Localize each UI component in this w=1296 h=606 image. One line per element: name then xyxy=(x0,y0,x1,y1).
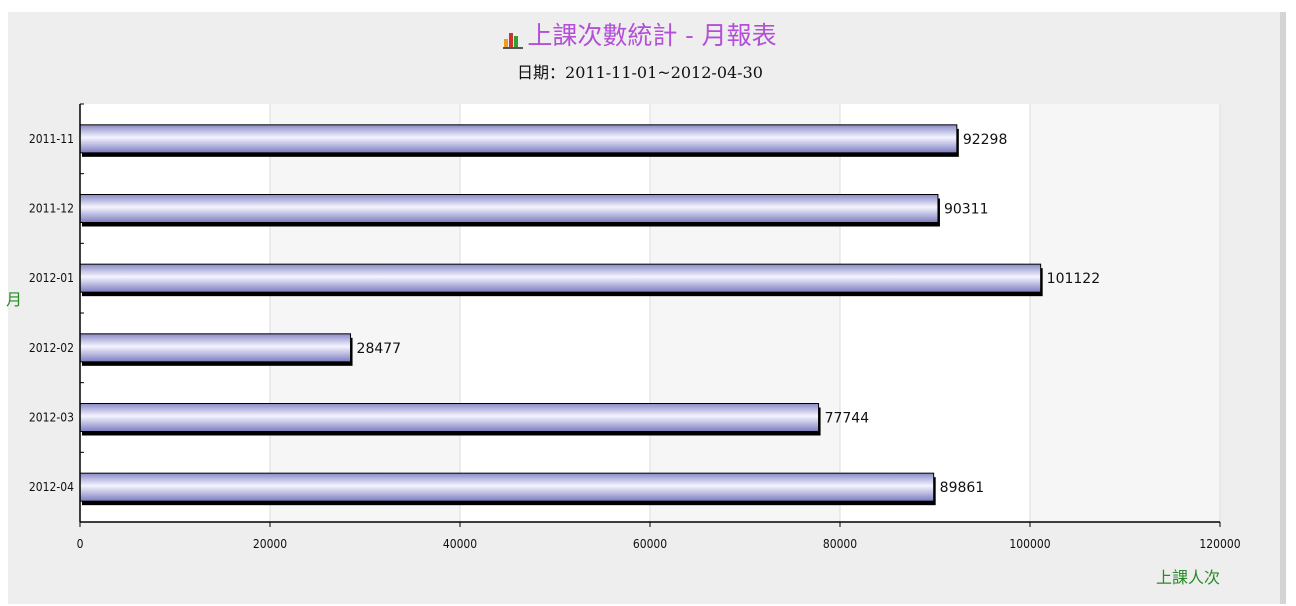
x-tick-label: 80000 xyxy=(823,537,857,551)
chart-subtitle: 日期：2011-11-01~2012-04-30 xyxy=(517,63,763,82)
data-label: 90311 xyxy=(944,202,989,218)
x-tick-label: 120000 xyxy=(1199,537,1240,551)
plot-band xyxy=(80,104,270,522)
plot-background xyxy=(80,104,1220,522)
data-label: 28477 xyxy=(357,341,402,357)
bar-series: 92298 90311 101122 28477 77744 89861 xyxy=(79,124,1100,506)
y-tick-label: 2012-04 xyxy=(29,480,74,494)
x-tick-label: 60000 xyxy=(633,537,667,551)
data-label: 77744 xyxy=(825,411,870,427)
x-tick-label: 20000 xyxy=(253,537,287,551)
bar xyxy=(79,472,935,502)
y-tick-label: 2012-02 xyxy=(29,341,74,355)
data-label: 89861 xyxy=(940,480,985,496)
data-label: 92298 xyxy=(963,132,1008,148)
data-label: 101122 xyxy=(1047,271,1100,287)
bar xyxy=(79,124,958,154)
gridlines xyxy=(269,104,1221,522)
plot-band xyxy=(1030,104,1220,522)
x-tick-label: 40000 xyxy=(443,537,477,551)
chart-title-row: 上課次數統計 - 月報表 xyxy=(0,20,1280,52)
plot-band xyxy=(840,104,1030,522)
plot-band xyxy=(650,104,840,522)
axes: 2011-11 2011-12 2012-01 2012-02 2012-03 2012-… xyxy=(29,103,1241,551)
y-tick-label: 2012-03 xyxy=(29,411,74,425)
bar xyxy=(79,263,1042,293)
chart-title: 上課次數統計 - 月報表 xyxy=(527,21,777,50)
plot-band xyxy=(460,104,650,522)
x-tick-label: 0 xyxy=(77,537,84,551)
y-tick-label: 2012-01 xyxy=(29,271,74,285)
bar-chart-icon xyxy=(503,32,524,49)
y-tick-label: 2011-11 xyxy=(29,132,74,146)
bar xyxy=(79,194,939,223)
x-tick-label: 100000 xyxy=(1009,537,1050,551)
y-axis-title: 月 xyxy=(6,290,22,309)
bar xyxy=(79,333,352,363)
bar xyxy=(79,403,820,432)
x-axis-title: 上課人次 xyxy=(1156,568,1220,587)
y-tick-label: 2011-12 xyxy=(29,202,74,216)
plot-band xyxy=(270,104,460,522)
